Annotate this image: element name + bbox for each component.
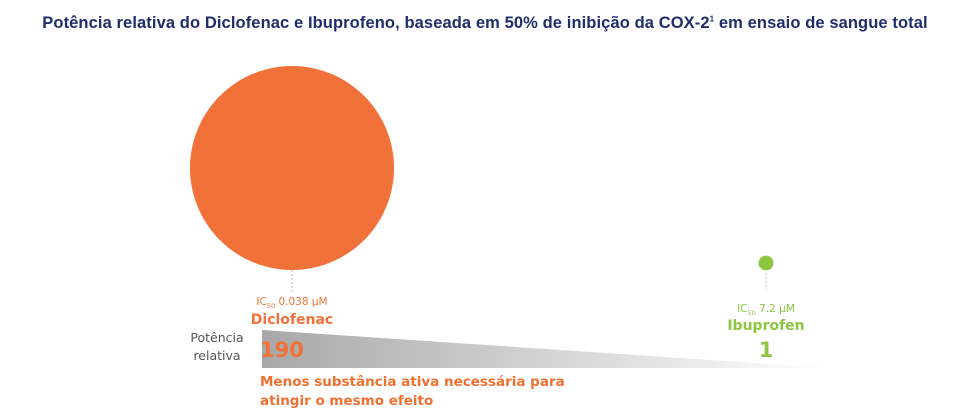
potency-axis-label-line-1: Potência bbox=[190, 330, 243, 345]
chart-layer: IC50 0.038 µM Diclofenac 190 IC50 7.2 µMIbu… bbox=[190, 66, 830, 409]
diclofenac-bubble bbox=[190, 66, 394, 270]
note-line-1: Menos substância ativa necessária para bbox=[260, 374, 565, 390]
chart-title: Potência relativa do Diclofenac e Ibupro… bbox=[0, 14, 970, 33]
potency-axis-label-line-2: relativa bbox=[193, 348, 240, 363]
diclofenac-potency-value: 190 bbox=[260, 338, 304, 362]
ibuprofen-potency-value: 1 bbox=[759, 338, 774, 362]
diclofenac-ic50-label: IC50 0.038 µM bbox=[256, 296, 327, 310]
note-line-2: atingir o mesmo efeito bbox=[260, 393, 433, 409]
ibuprofen-name-label: Ibuprofen bbox=[727, 318, 804, 334]
chart-title-footnote-ref: 1 bbox=[709, 14, 715, 24]
chart-title-text: Potência relativa do Diclofenac e Ibupro… bbox=[42, 14, 710, 32]
ibuprofen-bubble bbox=[758, 255, 774, 271]
potency-wedge bbox=[262, 330, 830, 368]
diclofenac-name-label: Diclofenac bbox=[251, 312, 333, 328]
chart-title-suffix: em ensaio de sangue total bbox=[714, 14, 928, 32]
ibuprofen-ic50-label: IC50 7.2 µM bbox=[737, 303, 795, 317]
